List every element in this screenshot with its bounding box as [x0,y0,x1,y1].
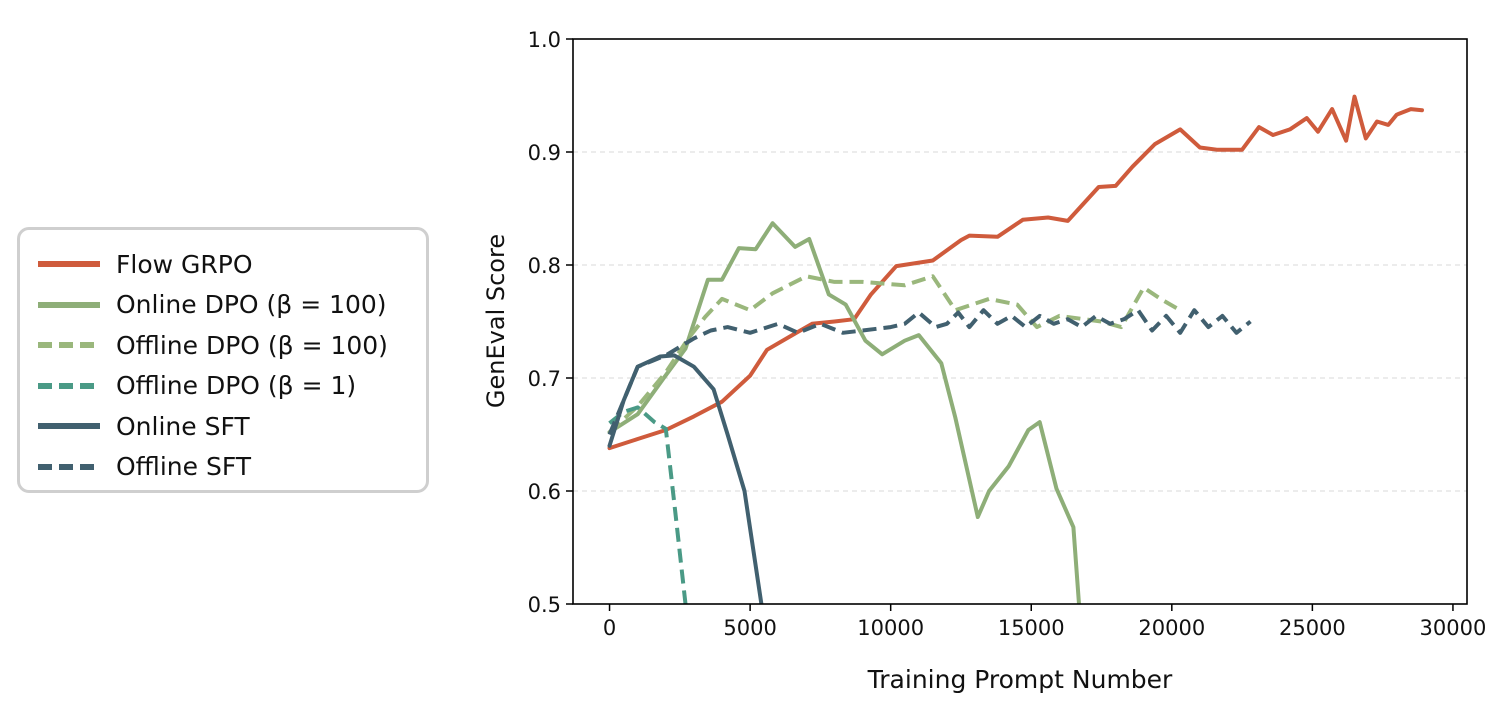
y-tick-label: 1.0 [528,28,561,52]
y-tick-label: 0.6 [528,480,561,504]
legend-label: Offline DPO (β = 100) [116,330,388,360]
plot-frame [572,38,1468,605]
legend-item-offline-sft: Offline SFT [38,447,251,487]
y-tick-label: 0.7 [528,367,561,391]
legend-item-offline-dpo-1: Offline DPO (β = 1) [38,366,356,406]
legend-item-online-dpo-100: Online DPO (β = 100) [38,285,387,325]
legend-swatch [38,463,100,470]
axis-ticks: 0.5 0.6 0.7 0.8 0.9 1.0 0 5000 10000 15000 20000 25… [528,28,1487,640]
x-tick-label: 25000 [1279,616,1346,640]
y-tick-label: 0.5 [528,593,561,617]
x-axis-label: Training Prompt Number [867,665,1173,694]
legend-item-flow-grpo: Flow GRPO [38,244,253,284]
legend-label: Online SFT [116,411,250,441]
series-lines [607,94,1424,604]
series-line-flow-grpo [607,94,1424,451]
legend-swatch [38,301,100,308]
legend-swatch [38,342,100,348]
y-axis-label: GenEval Score [482,234,510,408]
x-tick-label: 15000 [998,616,1065,640]
legend-label: Offline DPO (β = 1) [116,371,357,400]
series-line-online-sft [607,353,764,604]
legend-item-online-sft: Online SFT [38,406,250,446]
grid-lines [573,151,1467,492]
series-line-offline-dpo-1 [608,405,688,604]
legend-label: Offline SFT [116,452,252,481]
series-line-online-dpo-100 [607,221,1081,604]
legend-label: Flow GRPO [116,249,253,279]
x-tick-label: 20000 [1138,616,1205,640]
legend-swatch [38,261,100,267]
y-tick-label: 0.8 [528,254,561,278]
legend-item-offline-dpo-100: Offline DPO (β = 100) [38,325,388,365]
series-line-offline-dpo-100 [608,274,1182,434]
x-tick-label: 0 [603,616,616,640]
legend-swatch [38,423,100,429]
x-tick-label: 5000 [723,616,776,640]
x-tick-label: 30000 [1420,616,1487,640]
y-tick-label: 0.9 [528,141,561,165]
legend-label: Online DPO (β = 100) [116,290,387,319]
series-line-offline-sft [607,308,1252,436]
legend-swatch [38,382,100,389]
legend: Flow GRPO Online DPO (β = 100) Offline DPO… [17,227,429,493]
x-tick-label: 10000 [857,616,924,640]
